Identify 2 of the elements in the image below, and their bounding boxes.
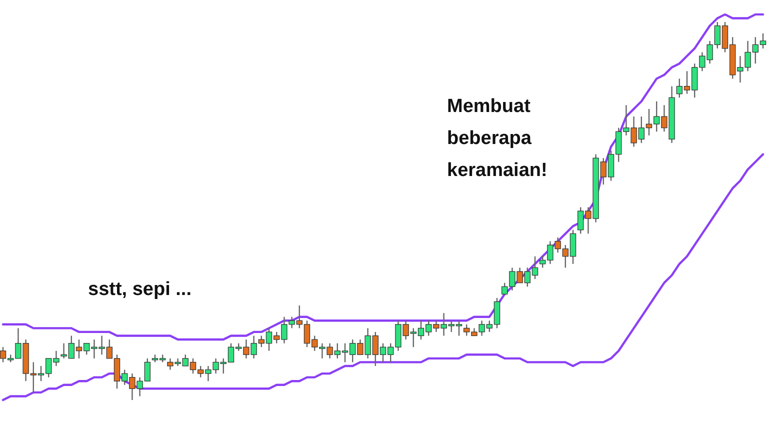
annotation: Membuat beberapa keramaian! — [447, 96, 548, 181]
annotation: sstt, sepi ... — [88, 279, 192, 300]
